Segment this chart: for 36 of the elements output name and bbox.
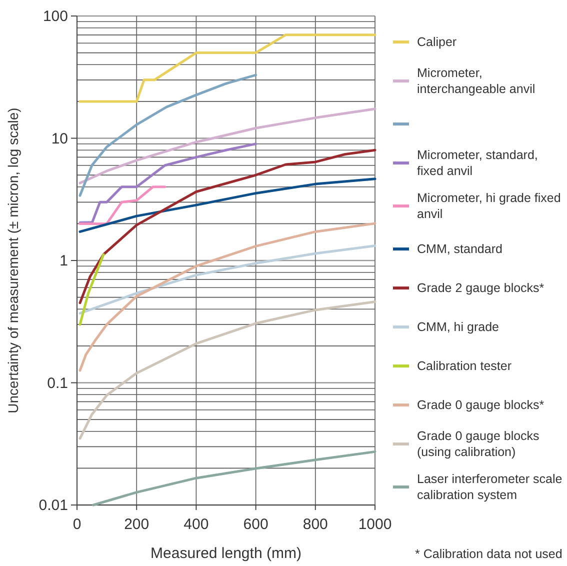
x-axis-title: Measured length (mm) — [150, 545, 302, 562]
y-axis-title: Uncertainty of measurement (± micron, log scale) — [5, 108, 21, 414]
x-tick-label: 800 — [302, 516, 328, 533]
line-series — [78, 148, 376, 304]
y-tick-label: 1 — [60, 252, 68, 270]
line-series — [78, 222, 376, 372]
x-tick-label: 200 — [124, 516, 150, 533]
line-series — [92, 450, 376, 506]
legend-label: Laser interferometer scale calibration system — [417, 472, 562, 502]
x-tick-label: 400 — [184, 516, 209, 533]
line-series — [78, 74, 258, 197]
line-series — [78, 186, 166, 225]
x-tick-label: 0 — [72, 516, 82, 533]
y-tick-label: 100 — [42, 8, 68, 25]
legend-label: Grade 2 gauge blocks* — [417, 281, 544, 295]
legend-label: Calibration tester — [417, 359, 512, 373]
legend-label: Grade 0 gauge blocks (using calibration) — [417, 429, 540, 459]
y-tick-label: 0.01 — [38, 497, 68, 514]
line-series — [78, 34, 376, 103]
legend-label: Micrometer, hi grade fixed anvil — [417, 191, 561, 221]
x-tick-label: 600 — [243, 516, 268, 533]
legend-label: Caliper — [417, 35, 457, 49]
x-tick-label: 1000 — [358, 516, 392, 533]
legend-label: Micrometer, standard, fixed anvil — [417, 148, 538, 178]
line-series — [78, 108, 376, 184]
legend-label: Micrometer, interchangeable anvil — [417, 66, 536, 96]
y-tick-label: 0.1 — [47, 374, 68, 392]
line-series — [78, 178, 376, 233]
line-series — [78, 142, 258, 224]
legend-label: CMM, hi grade — [417, 320, 500, 334]
legend-label: CMM, standard — [417, 242, 502, 256]
line-series — [78, 244, 376, 315]
text: * Calibration data not used — [415, 547, 562, 561]
legend-label: Grade 0 gauge blocks* — [417, 398, 544, 412]
line-series — [78, 300, 376, 440]
y-tick-label: 10 — [51, 130, 68, 148]
